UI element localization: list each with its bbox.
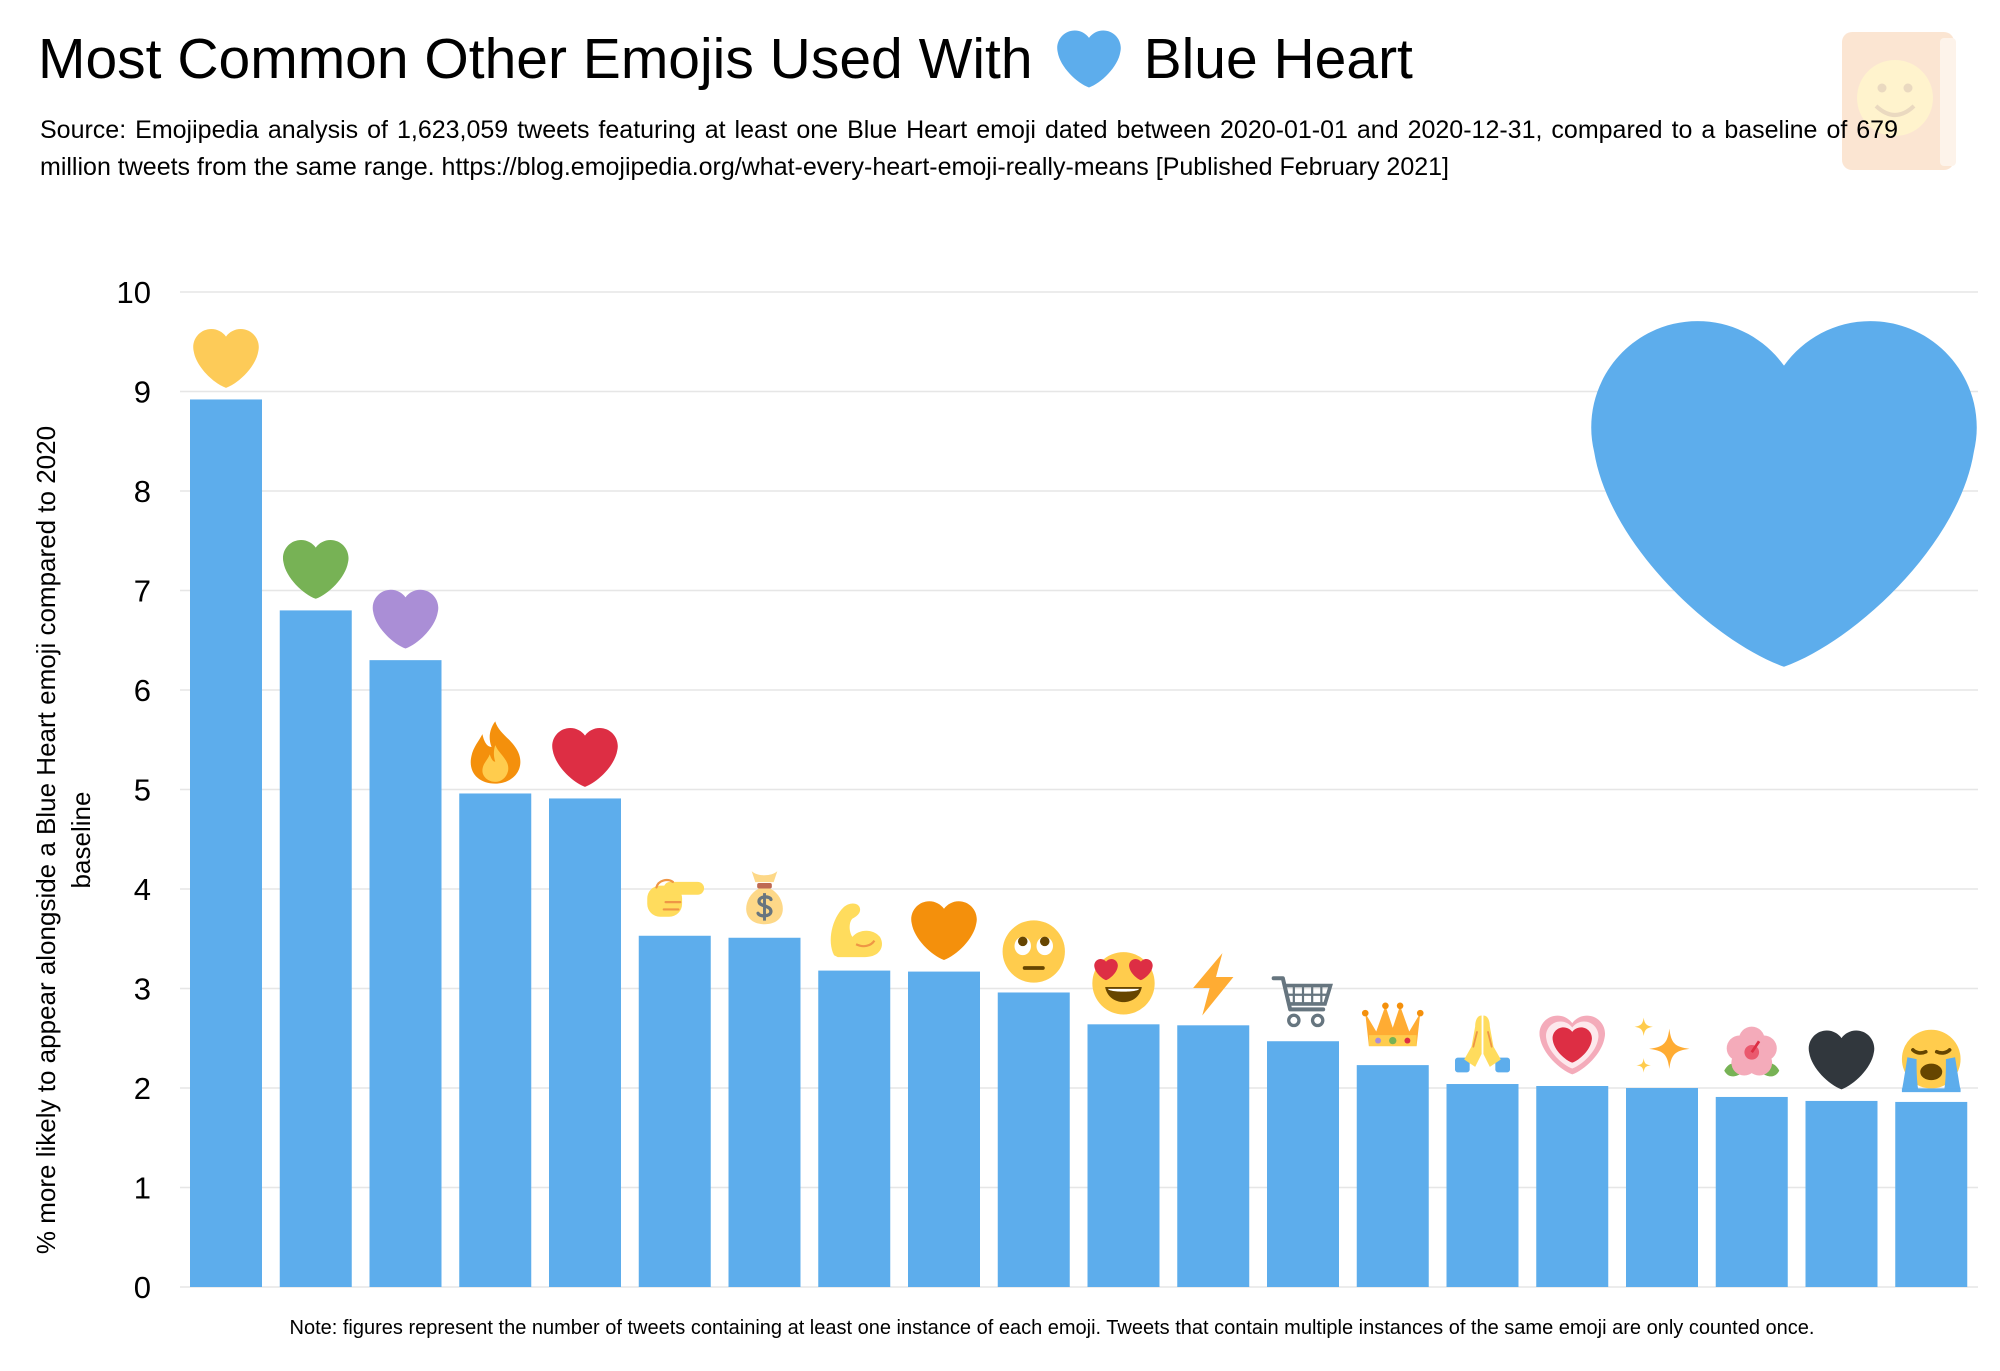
bar (1087, 1024, 1160, 1287)
bars (190, 399, 1968, 1288)
bar (549, 798, 621, 1287)
shopping-cart-icon (1271, 976, 1333, 1028)
y-tick-label: 6 (134, 673, 151, 708)
y-tick-label: 2 (134, 1071, 151, 1106)
y-tick-label: 4 (134, 872, 151, 907)
loudly-crying-face-icon (1901, 1029, 1961, 1093)
bar (190, 399, 262, 1288)
y-tick-label: 5 (134, 773, 151, 808)
bar (638, 935, 711, 1287)
chart-title: Most Common Other Emojis Used With Blue … (38, 24, 1413, 94)
crown-icon (1361, 1002, 1424, 1047)
y-axis-ticks: 0 1 2 3 4 5 6 7 8 9 10 (117, 275, 151, 1305)
backhand-index-pointing-right-icon (647, 879, 705, 917)
y-tick-label: 3 (134, 972, 151, 1007)
bar (369, 660, 442, 1287)
bar (279, 610, 352, 1287)
bar (1895, 1101, 1968, 1287)
bar (1715, 1096, 1788, 1287)
bar (818, 970, 891, 1287)
black-heart-icon (1808, 1030, 1875, 1090)
chart-title-text: Most Common Other Emojis Used With (38, 27, 1033, 91)
chart-note: Note: figures represent the number of tw… (289, 1317, 1815, 1339)
bar (1356, 1065, 1429, 1287)
yellow-heart-icon (193, 329, 259, 388)
chart-title-suffix: Blue Heart (1143, 27, 1413, 91)
hibiscus-icon (1724, 1026, 1780, 1077)
y-axis-label: % more likely to appear alongside a Blue… (31, 425, 96, 1255)
sparkles-icon (1634, 1017, 1690, 1073)
feature-heart (1591, 321, 1977, 667)
purple-heart-icon (372, 589, 439, 649)
orange-heart-icon (911, 901, 977, 960)
y-tick-label: 1 (134, 1171, 151, 1206)
high-voltage-icon (1193, 953, 1234, 1016)
blue-heart-icon (1056, 30, 1121, 88)
red-heart-icon (552, 728, 618, 787)
blue-heart-icon (1591, 321, 1977, 667)
y-tick-label: 9 (134, 375, 151, 410)
money-bag-icon (746, 871, 783, 925)
flexed-biceps-icon (830, 903, 883, 958)
face-with-rolling-eyes-icon (1002, 920, 1065, 983)
fire-icon (470, 721, 521, 784)
bar (459, 793, 532, 1287)
folded-hands-icon (1455, 1015, 1510, 1073)
bar (1626, 1088, 1698, 1287)
y-tick-label: 7 (134, 574, 151, 609)
bar (728, 937, 801, 1287)
bar (1805, 1100, 1878, 1287)
bar (908, 971, 980, 1287)
bar-emoji-icons (193, 329, 1961, 1093)
bar (1267, 1041, 1339, 1287)
emojipedia-logo-icon (1842, 32, 1956, 170)
green-heart-icon (282, 540, 349, 599)
bar (997, 992, 1070, 1287)
smiling-face-with-heart-eyes-icon (1092, 952, 1155, 1015)
y-tick-label: 0 (134, 1270, 151, 1305)
chart-source: Source: Emojipedia analysis of 1,623,059… (40, 116, 1898, 181)
growing-heart-icon (1539, 1015, 1606, 1075)
y-tick-label: 8 (134, 474, 151, 509)
y-tick-label: 10 (117, 275, 151, 310)
bar (1446, 1084, 1519, 1287)
bar (1536, 1086, 1609, 1287)
bar (1177, 1025, 1250, 1287)
